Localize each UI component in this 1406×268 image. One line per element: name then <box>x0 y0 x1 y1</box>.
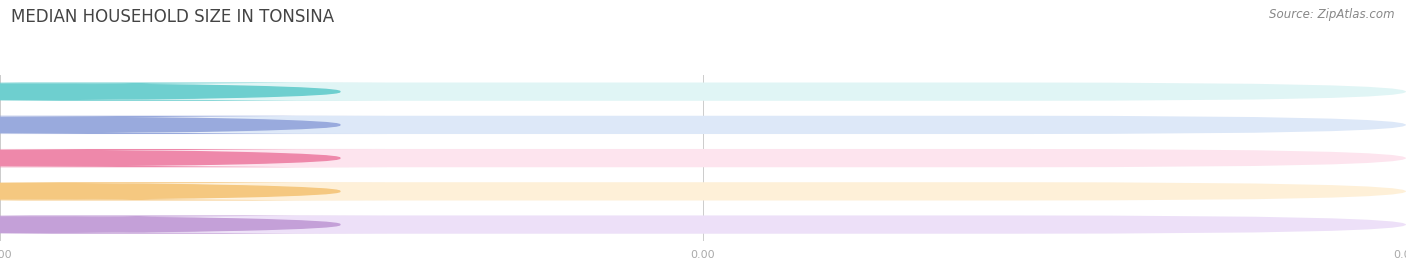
Text: Non-family: Non-family <box>108 186 163 196</box>
Text: 0.00: 0.00 <box>242 219 267 230</box>
Text: 0.00: 0.00 <box>242 186 267 196</box>
FancyBboxPatch shape <box>0 83 1406 101</box>
FancyBboxPatch shape <box>0 182 387 200</box>
FancyBboxPatch shape <box>0 184 329 199</box>
Circle shape <box>0 84 340 99</box>
Text: Source: ZipAtlas.com: Source: ZipAtlas.com <box>1270 8 1395 21</box>
FancyBboxPatch shape <box>0 151 329 166</box>
FancyBboxPatch shape <box>0 149 1406 167</box>
Circle shape <box>0 217 340 232</box>
Circle shape <box>0 150 340 166</box>
Text: 0.00: 0.00 <box>242 153 267 163</box>
Text: Single Male/Father: Single Male/Father <box>90 120 181 130</box>
FancyBboxPatch shape <box>0 83 387 101</box>
FancyBboxPatch shape <box>0 215 387 234</box>
Circle shape <box>0 184 340 199</box>
FancyBboxPatch shape <box>0 116 1406 134</box>
FancyBboxPatch shape <box>0 84 329 99</box>
FancyBboxPatch shape <box>0 182 1406 200</box>
Text: 0.00: 0.00 <box>242 120 267 130</box>
FancyBboxPatch shape <box>0 217 329 232</box>
Text: Married-Couple: Married-Couple <box>97 87 174 97</box>
Text: Single Female/Mother: Single Female/Mother <box>82 153 190 163</box>
Text: Total Households: Total Households <box>93 219 179 230</box>
Circle shape <box>0 117 340 133</box>
FancyBboxPatch shape <box>0 116 387 134</box>
FancyBboxPatch shape <box>0 117 329 132</box>
Text: 0.00: 0.00 <box>242 87 267 97</box>
Text: MEDIAN HOUSEHOLD SIZE IN TONSINA: MEDIAN HOUSEHOLD SIZE IN TONSINA <box>11 8 335 26</box>
FancyBboxPatch shape <box>0 215 1406 234</box>
FancyBboxPatch shape <box>0 149 387 167</box>
